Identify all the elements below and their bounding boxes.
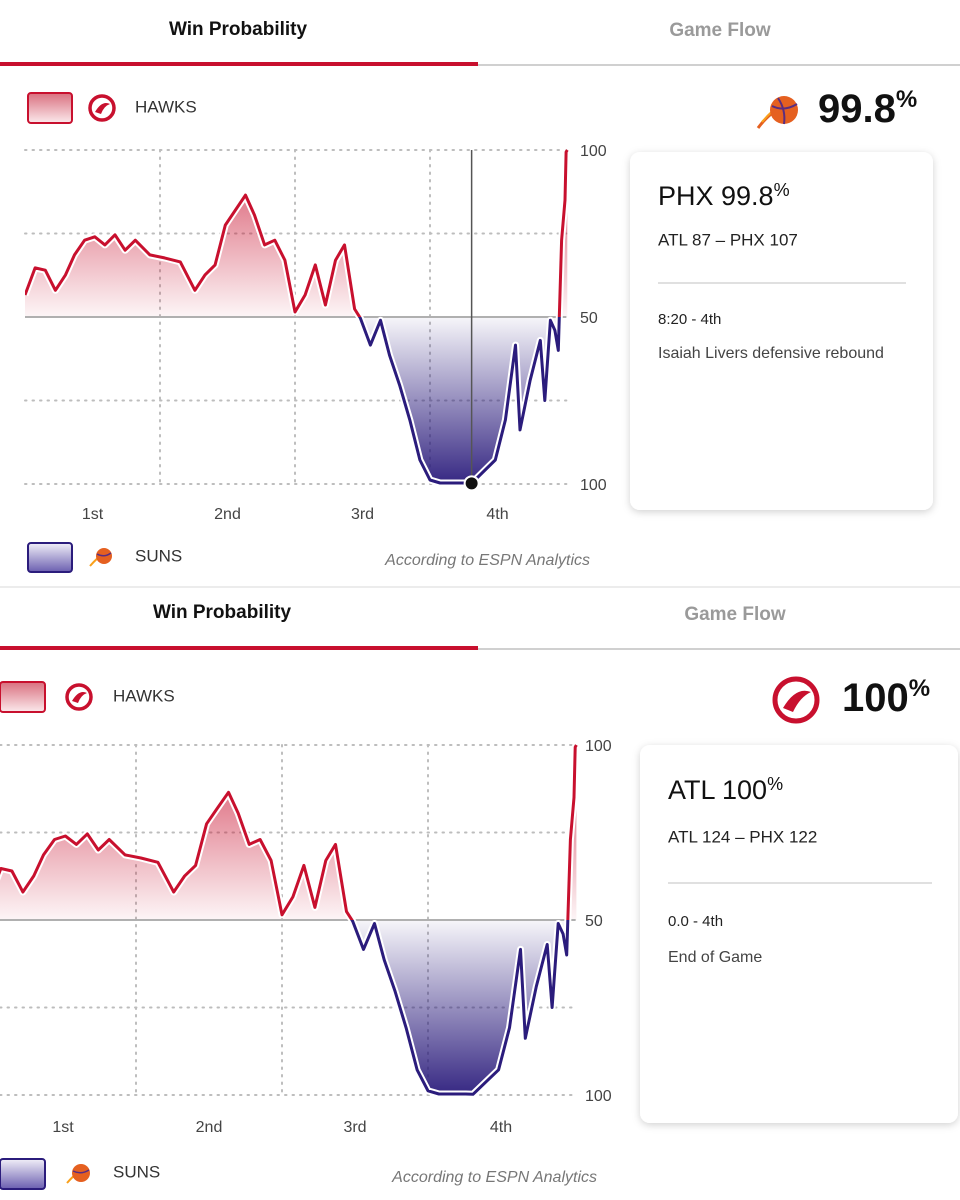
cursor-dot (463, 475, 480, 492)
card-title-text: PHX 99.8 (658, 181, 774, 211)
tab-bar (0, 0, 960, 66)
tab[interactable]: Game Flow (669, 20, 771, 41)
area-below (25, 317, 568, 484)
legend-label: HAWKS (113, 686, 175, 705)
panel: Win Probability Game Flow HAWKS 100% ATL… (0, 602, 960, 1190)
plots: 100 50 100 1st 2nd 3rd 4th 100 50 100 1st 2nd 3rd 4th (0, 143, 612, 1136)
card-title: ATL 100% (668, 774, 783, 805)
panel: Win Probability Game Flow HAWKS 99.8% PH… (0, 0, 960, 573)
card-play: Isaiah Livers defensive rebound (658, 345, 884, 362)
line-above (0, 744, 578, 920)
legend-label: SUNS (113, 1162, 160, 1181)
x-tick-label: 4th (490, 1119, 512, 1136)
area-above (25, 150, 568, 317)
y-tick-label: 100 (585, 1088, 612, 1105)
y-tick-label: 100 (580, 477, 607, 494)
card-score: ATL 87 – PHX 107 (658, 230, 798, 249)
area-below (0, 920, 577, 1095)
leader-unit: % (909, 675, 930, 702)
line-chart: 100 50 100 1st 2nd 3rd 4th (21, 143, 607, 523)
line-chart: 100 50 100 1st 2nd 3rd 4th (0, 738, 612, 1136)
card-title-unit: % (767, 774, 783, 794)
suns-logo (756, 96, 798, 129)
card-title-text: ATL 100 (668, 775, 767, 805)
tab-underline (0, 62, 478, 66)
tab-separator (478, 64, 960, 66)
tab-separator (478, 648, 960, 650)
leader-value: 99.8% (818, 86, 917, 130)
legend-swatch (0, 681, 46, 713)
hawks-logo (88, 94, 116, 122)
hawks-logo (772, 676, 820, 724)
info-card (640, 745, 958, 1123)
legend-label: SUNS (135, 546, 182, 565)
legend-swatch (27, 542, 73, 573)
x-tick-label: 2nd (196, 1119, 223, 1136)
line-above (25, 149, 569, 317)
leader-pct: 100 (842, 676, 909, 720)
area-above (0, 745, 577, 920)
y-tick-label: 50 (580, 310, 598, 327)
y-tick-label: 50 (585, 913, 603, 930)
x-tick-label: 1st (52, 1119, 74, 1136)
x-tick-label: 4th (486, 506, 508, 523)
suns-logo (89, 548, 112, 567)
tab[interactable]: Win Probability (153, 602, 292, 623)
legend-swatch (0, 1158, 46, 1190)
card-title-unit: % (774, 180, 790, 200)
leader-value: 100% (842, 675, 930, 719)
tab[interactable]: Win Probability (169, 19, 308, 40)
x-tick-label: 1st (82, 506, 104, 523)
line-below (357, 317, 561, 485)
x-tick-label: 3rd (351, 506, 374, 523)
card-time: 0.0 - 4th (668, 913, 723, 930)
tab[interactable]: Game Flow (684, 604, 786, 625)
legend-swatch (27, 92, 73, 124)
y-tick-label: 100 (585, 738, 612, 755)
leader-pct: 99.8 (818, 87, 896, 131)
source-note: According to ESPN Analytics (391, 1169, 597, 1186)
legend-label: HAWKS (135, 97, 197, 116)
x-tick-label: 2nd (214, 506, 241, 523)
tab-underline (0, 646, 478, 650)
y-tick-label: 100 (580, 143, 607, 160)
card-score: ATL 124 – PHX 122 (668, 827, 817, 846)
card-time: 8:20 - 4th (658, 311, 721, 328)
panel-separator (0, 586, 960, 588)
hawks-logo (65, 683, 93, 711)
info-card (630, 152, 933, 510)
card-title: PHX 99.8% (658, 180, 790, 211)
suns-logo (66, 1164, 90, 1184)
source-note: According to ESPN Analytics (384, 552, 590, 569)
line-below (350, 920, 570, 1096)
x-tick-label: 3rd (343, 1119, 366, 1136)
card-play: End of Game (668, 949, 762, 966)
leader-unit: % (896, 86, 917, 113)
